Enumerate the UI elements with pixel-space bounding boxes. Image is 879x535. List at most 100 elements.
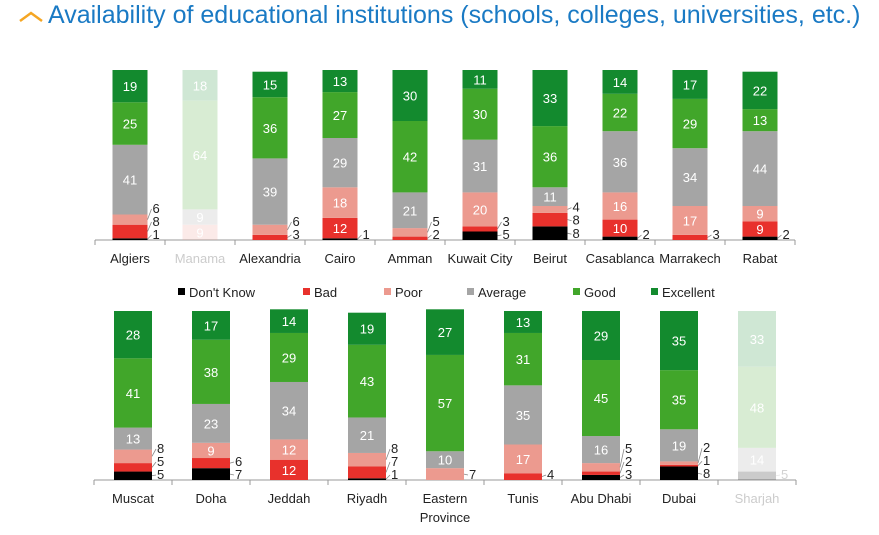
data-label: 38 bbox=[204, 365, 218, 380]
bar-segment bbox=[270, 309, 308, 333]
data-label: 36 bbox=[613, 155, 627, 170]
data-label: 29 bbox=[683, 117, 697, 132]
data-label: 5 bbox=[503, 227, 510, 242]
data-label: 1 bbox=[391, 467, 398, 482]
bar-segment bbox=[742, 71, 778, 110]
data-label: 16 bbox=[613, 199, 627, 214]
bar-kuwait-city: 53 20 31 30 11 bbox=[462, 70, 510, 242]
data-label: 2 bbox=[625, 454, 632, 469]
data-label: 29 bbox=[282, 350, 296, 365]
bar-segment bbox=[582, 471, 620, 475]
category-label: Cairo bbox=[324, 251, 355, 266]
data-label: 29 bbox=[594, 329, 608, 344]
bar-segment bbox=[738, 471, 776, 480]
legend-swatch bbox=[384, 288, 391, 295]
data-label: 2 bbox=[643, 227, 650, 242]
data-label: 34 bbox=[282, 404, 296, 419]
category-label: Jeddah bbox=[268, 491, 311, 506]
data-label: 35 bbox=[672, 334, 686, 349]
bar-segment bbox=[322, 238, 358, 240]
label-leader bbox=[707, 234, 712, 238]
bar-segment bbox=[462, 70, 498, 89]
label-leader bbox=[385, 461, 391, 473]
data-label: 30 bbox=[403, 89, 417, 104]
bar-segment bbox=[112, 144, 148, 215]
bar-segment bbox=[504, 332, 542, 386]
title-text: Availability of educational institutions… bbox=[48, 1, 861, 29]
bar-segment bbox=[392, 228, 428, 237]
data-label: 14 bbox=[750, 453, 764, 468]
label-leader bbox=[427, 221, 432, 233]
category-label: Riyadh bbox=[347, 491, 387, 506]
bar-segment bbox=[348, 312, 386, 345]
chart-2: 558134128Muscat769233817Doha1212342914Je… bbox=[93, 309, 797, 525]
bar-segment bbox=[462, 88, 498, 140]
bar-segment bbox=[602, 219, 638, 237]
bar-segment bbox=[462, 139, 498, 193]
data-label: 8 bbox=[157, 441, 164, 456]
data-label: 35 bbox=[516, 408, 530, 423]
bar-segment bbox=[532, 206, 568, 213]
bar-segment bbox=[114, 311, 152, 359]
bar-doha: 76 9 23 38 17 bbox=[192, 311, 242, 482]
bar-segment bbox=[660, 461, 698, 465]
bar-segment bbox=[112, 238, 148, 240]
bar-segment bbox=[192, 442, 230, 459]
label-leader bbox=[385, 448, 391, 460]
category-label: Province bbox=[420, 510, 471, 525]
chart-1: 186412519Algiers996418Manama36393615Alex… bbox=[94, 70, 796, 266]
bar-segment bbox=[660, 464, 698, 467]
category-label: Manama bbox=[175, 251, 226, 266]
bar-segment bbox=[348, 417, 386, 453]
bar-segment bbox=[582, 360, 620, 437]
legend-label: Poor bbox=[395, 285, 423, 300]
label-leader bbox=[777, 234, 782, 239]
bar-segment bbox=[392, 236, 428, 240]
bar-segment bbox=[532, 226, 568, 240]
data-label: 19 bbox=[360, 322, 374, 337]
data-label: 14 bbox=[282, 314, 296, 329]
data-label: 22 bbox=[613, 106, 627, 121]
category-label: Marrakech bbox=[659, 251, 720, 266]
label-leader bbox=[567, 232, 572, 235]
data-label: 43 bbox=[360, 374, 374, 389]
label-leader bbox=[151, 474, 157, 477]
data-label: 3 bbox=[625, 467, 632, 482]
bar-segment bbox=[582, 463, 620, 472]
data-label: 2 bbox=[433, 227, 440, 242]
bar-segment bbox=[192, 458, 230, 469]
bar-segment bbox=[112, 102, 148, 145]
data-label: 13 bbox=[333, 74, 347, 89]
bar-segment bbox=[602, 131, 638, 193]
label-leader bbox=[567, 207, 572, 210]
data-label: 7 bbox=[469, 467, 476, 482]
bar-segment bbox=[738, 447, 776, 472]
bar-segment bbox=[738, 366, 776, 448]
bar-segment bbox=[426, 451, 464, 469]
data-label: 6 bbox=[235, 454, 242, 469]
bar-segment bbox=[114, 358, 152, 428]
bar-segment bbox=[270, 332, 308, 382]
bar-segment bbox=[114, 449, 152, 464]
data-label: 11 bbox=[543, 190, 557, 205]
bar-marrakech: 3 17 34 29 17 bbox=[672, 70, 720, 242]
bar-sharjah: 5 14 48 33 bbox=[738, 311, 788, 482]
legend-swatch bbox=[573, 288, 580, 295]
bar-segment bbox=[322, 70, 358, 93]
bar-segment bbox=[348, 452, 386, 467]
label-leader bbox=[147, 208, 152, 220]
data-label: 12 bbox=[282, 443, 296, 458]
data-label: 13 bbox=[753, 113, 767, 128]
bar-segment bbox=[504, 311, 542, 333]
bar-segment bbox=[742, 221, 778, 237]
bar-segment bbox=[462, 192, 498, 227]
bar-segment bbox=[114, 471, 152, 480]
data-label: 33 bbox=[750, 332, 764, 347]
bar-segment bbox=[672, 98, 708, 149]
bar-segment bbox=[742, 109, 778, 132]
bar-abu-dhabi: 325 16 45 29 bbox=[582, 311, 632, 482]
label-leader bbox=[619, 474, 625, 478]
legend: Don't Know Bad Poor Average Good Excellent bbox=[178, 285, 715, 300]
bar-segment bbox=[602, 236, 638, 240]
